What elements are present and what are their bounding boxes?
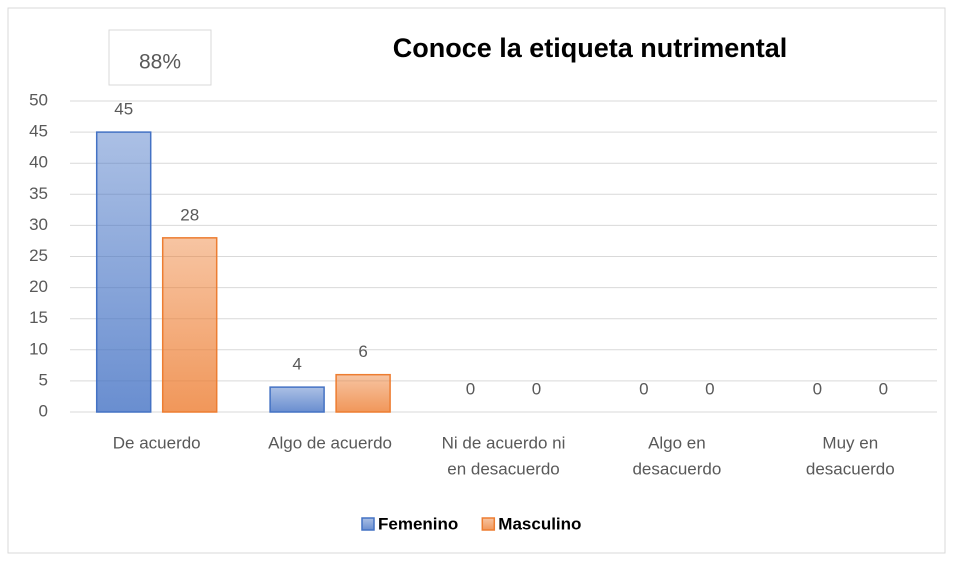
y-tick-label: 30 xyxy=(29,215,48,234)
value-label: 0 xyxy=(813,379,822,398)
x-tick-label: en desacuerdo xyxy=(447,459,559,478)
x-tick-label: desacuerdo xyxy=(632,459,721,478)
annotation: 88% xyxy=(139,51,181,74)
value-label: 28 xyxy=(180,205,199,224)
x-tick-label: Muy en xyxy=(822,433,878,452)
x-tick-label: Algo en xyxy=(648,433,706,452)
value-label: 0 xyxy=(532,379,541,398)
bar xyxy=(95,131,152,413)
legend-swatch xyxy=(481,517,496,531)
legend-swatch xyxy=(361,517,375,531)
y-tick-label: 10 xyxy=(29,339,48,358)
annotation-box xyxy=(108,29,212,86)
x-tick-label: desacuerdo xyxy=(806,459,895,478)
y-tick-label: 20 xyxy=(29,277,48,296)
y-tick-label: 15 xyxy=(29,308,48,327)
value-label: 6 xyxy=(358,342,367,361)
value-label: 0 xyxy=(639,379,648,398)
bar xyxy=(269,386,325,413)
value-label: 0 xyxy=(705,379,714,398)
y-tick-label: 0 xyxy=(39,401,48,420)
value-label: 4 xyxy=(292,355,301,374)
x-tick-label: Ni de acuerdo ni xyxy=(442,433,566,452)
y-tick-label: 45 xyxy=(29,122,48,141)
y-tick-label: 50 xyxy=(29,90,48,109)
y-tick-label: 35 xyxy=(29,184,48,203)
y-tick-label: 5 xyxy=(39,370,48,389)
bar xyxy=(335,373,391,413)
x-tick-label: De acuerdo xyxy=(113,433,201,452)
legend-label: Masculino xyxy=(498,514,581,533)
value-label: 0 xyxy=(466,379,475,398)
bar xyxy=(161,237,218,413)
value-label: 45 xyxy=(114,100,133,119)
x-tick-label: Algo de acuerdo xyxy=(268,433,392,452)
value-label: 0 xyxy=(879,379,888,398)
y-tick-label: 40 xyxy=(29,153,48,172)
chart-title: Conoce la etiqueta nutrimental xyxy=(393,33,788,63)
y-tick-label: 25 xyxy=(29,246,48,265)
legend-label: Femenino xyxy=(378,514,458,533)
